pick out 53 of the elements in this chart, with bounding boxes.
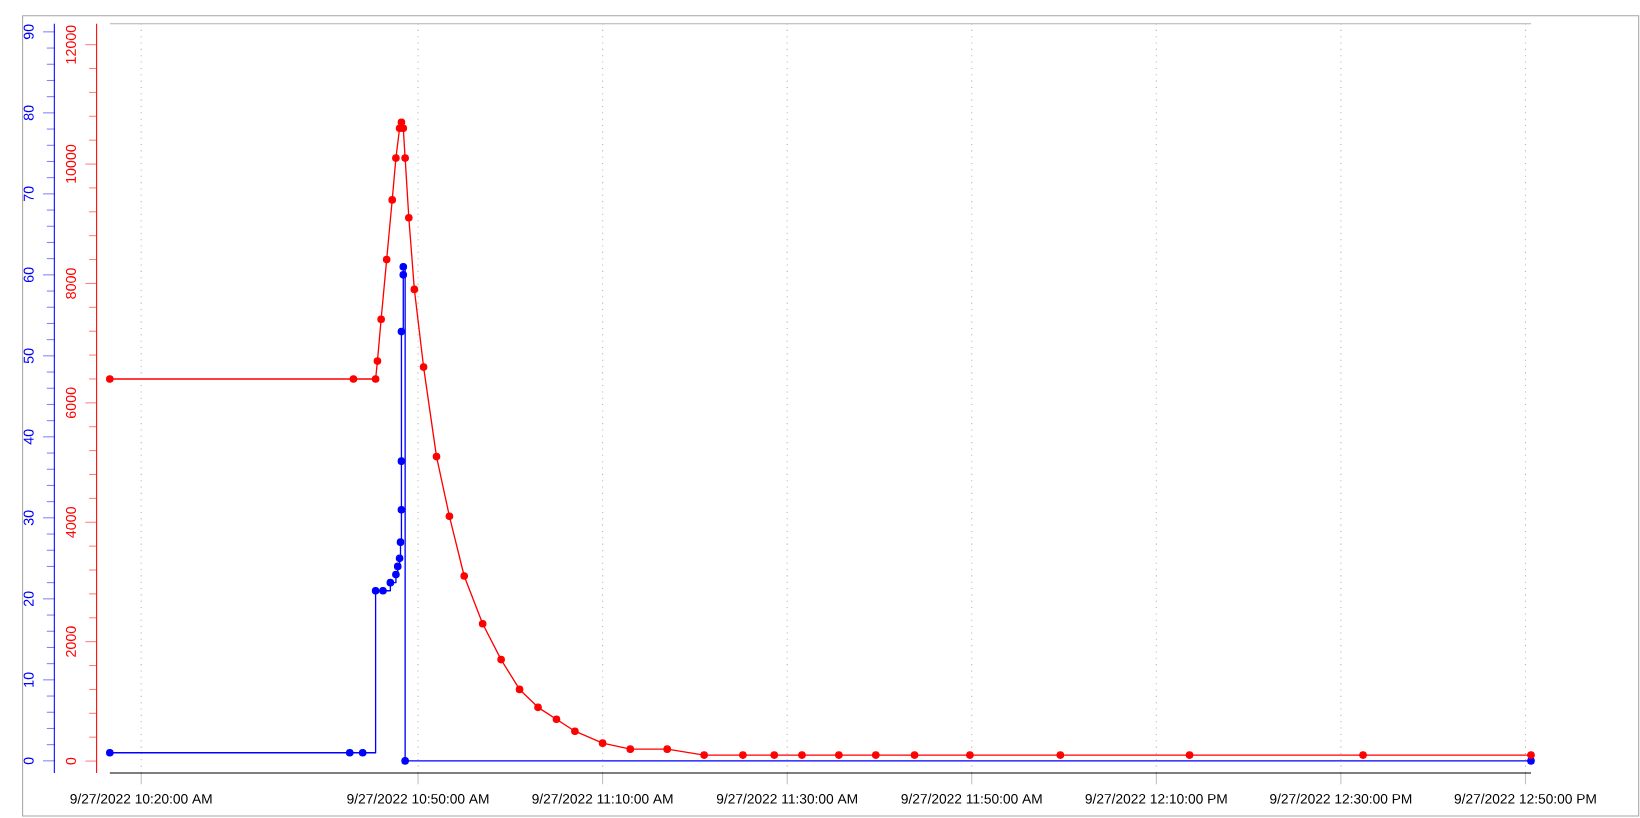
point — [700, 750, 708, 759]
point — [1359, 750, 1367, 759]
point — [395, 554, 404, 562]
point — [419, 362, 428, 371]
point — [626, 745, 635, 753]
point — [377, 315, 385, 323]
point — [392, 570, 400, 579]
point — [371, 374, 380, 383]
point — [739, 750, 747, 759]
point — [478, 619, 487, 628]
point — [404, 213, 413, 222]
point — [382, 255, 391, 264]
point — [460, 571, 469, 580]
point — [388, 195, 397, 204]
point — [399, 270, 408, 279]
point — [373, 356, 382, 365]
point — [910, 750, 919, 759]
point — [397, 505, 406, 514]
point — [401, 756, 409, 765]
point — [1056, 750, 1065, 759]
point — [598, 739, 607, 747]
point — [401, 153, 409, 162]
point — [349, 374, 358, 383]
point — [835, 750, 843, 759]
point — [552, 715, 561, 723]
point — [1527, 750, 1535, 759]
point — [432, 452, 441, 461]
point — [345, 748, 354, 757]
point — [358, 748, 367, 757]
point — [410, 285, 419, 293]
point — [393, 562, 402, 570]
point — [397, 118, 406, 126]
point — [798, 750, 806, 759]
point — [386, 578, 395, 587]
point — [392, 153, 400, 162]
point — [445, 512, 454, 520]
point — [371, 586, 380, 595]
point — [497, 655, 505, 664]
point — [399, 262, 408, 271]
point — [379, 586, 387, 595]
point — [663, 745, 672, 753]
point — [770, 750, 779, 759]
point — [515, 685, 524, 693]
point — [571, 727, 579, 735]
point — [1185, 750, 1194, 759]
point — [106, 748, 114, 757]
point — [966, 750, 974, 759]
point — [396, 538, 405, 546]
point — [534, 703, 542, 711]
point — [397, 457, 406, 465]
point — [871, 750, 880, 759]
point — [106, 374, 114, 383]
point — [397, 327, 406, 336]
